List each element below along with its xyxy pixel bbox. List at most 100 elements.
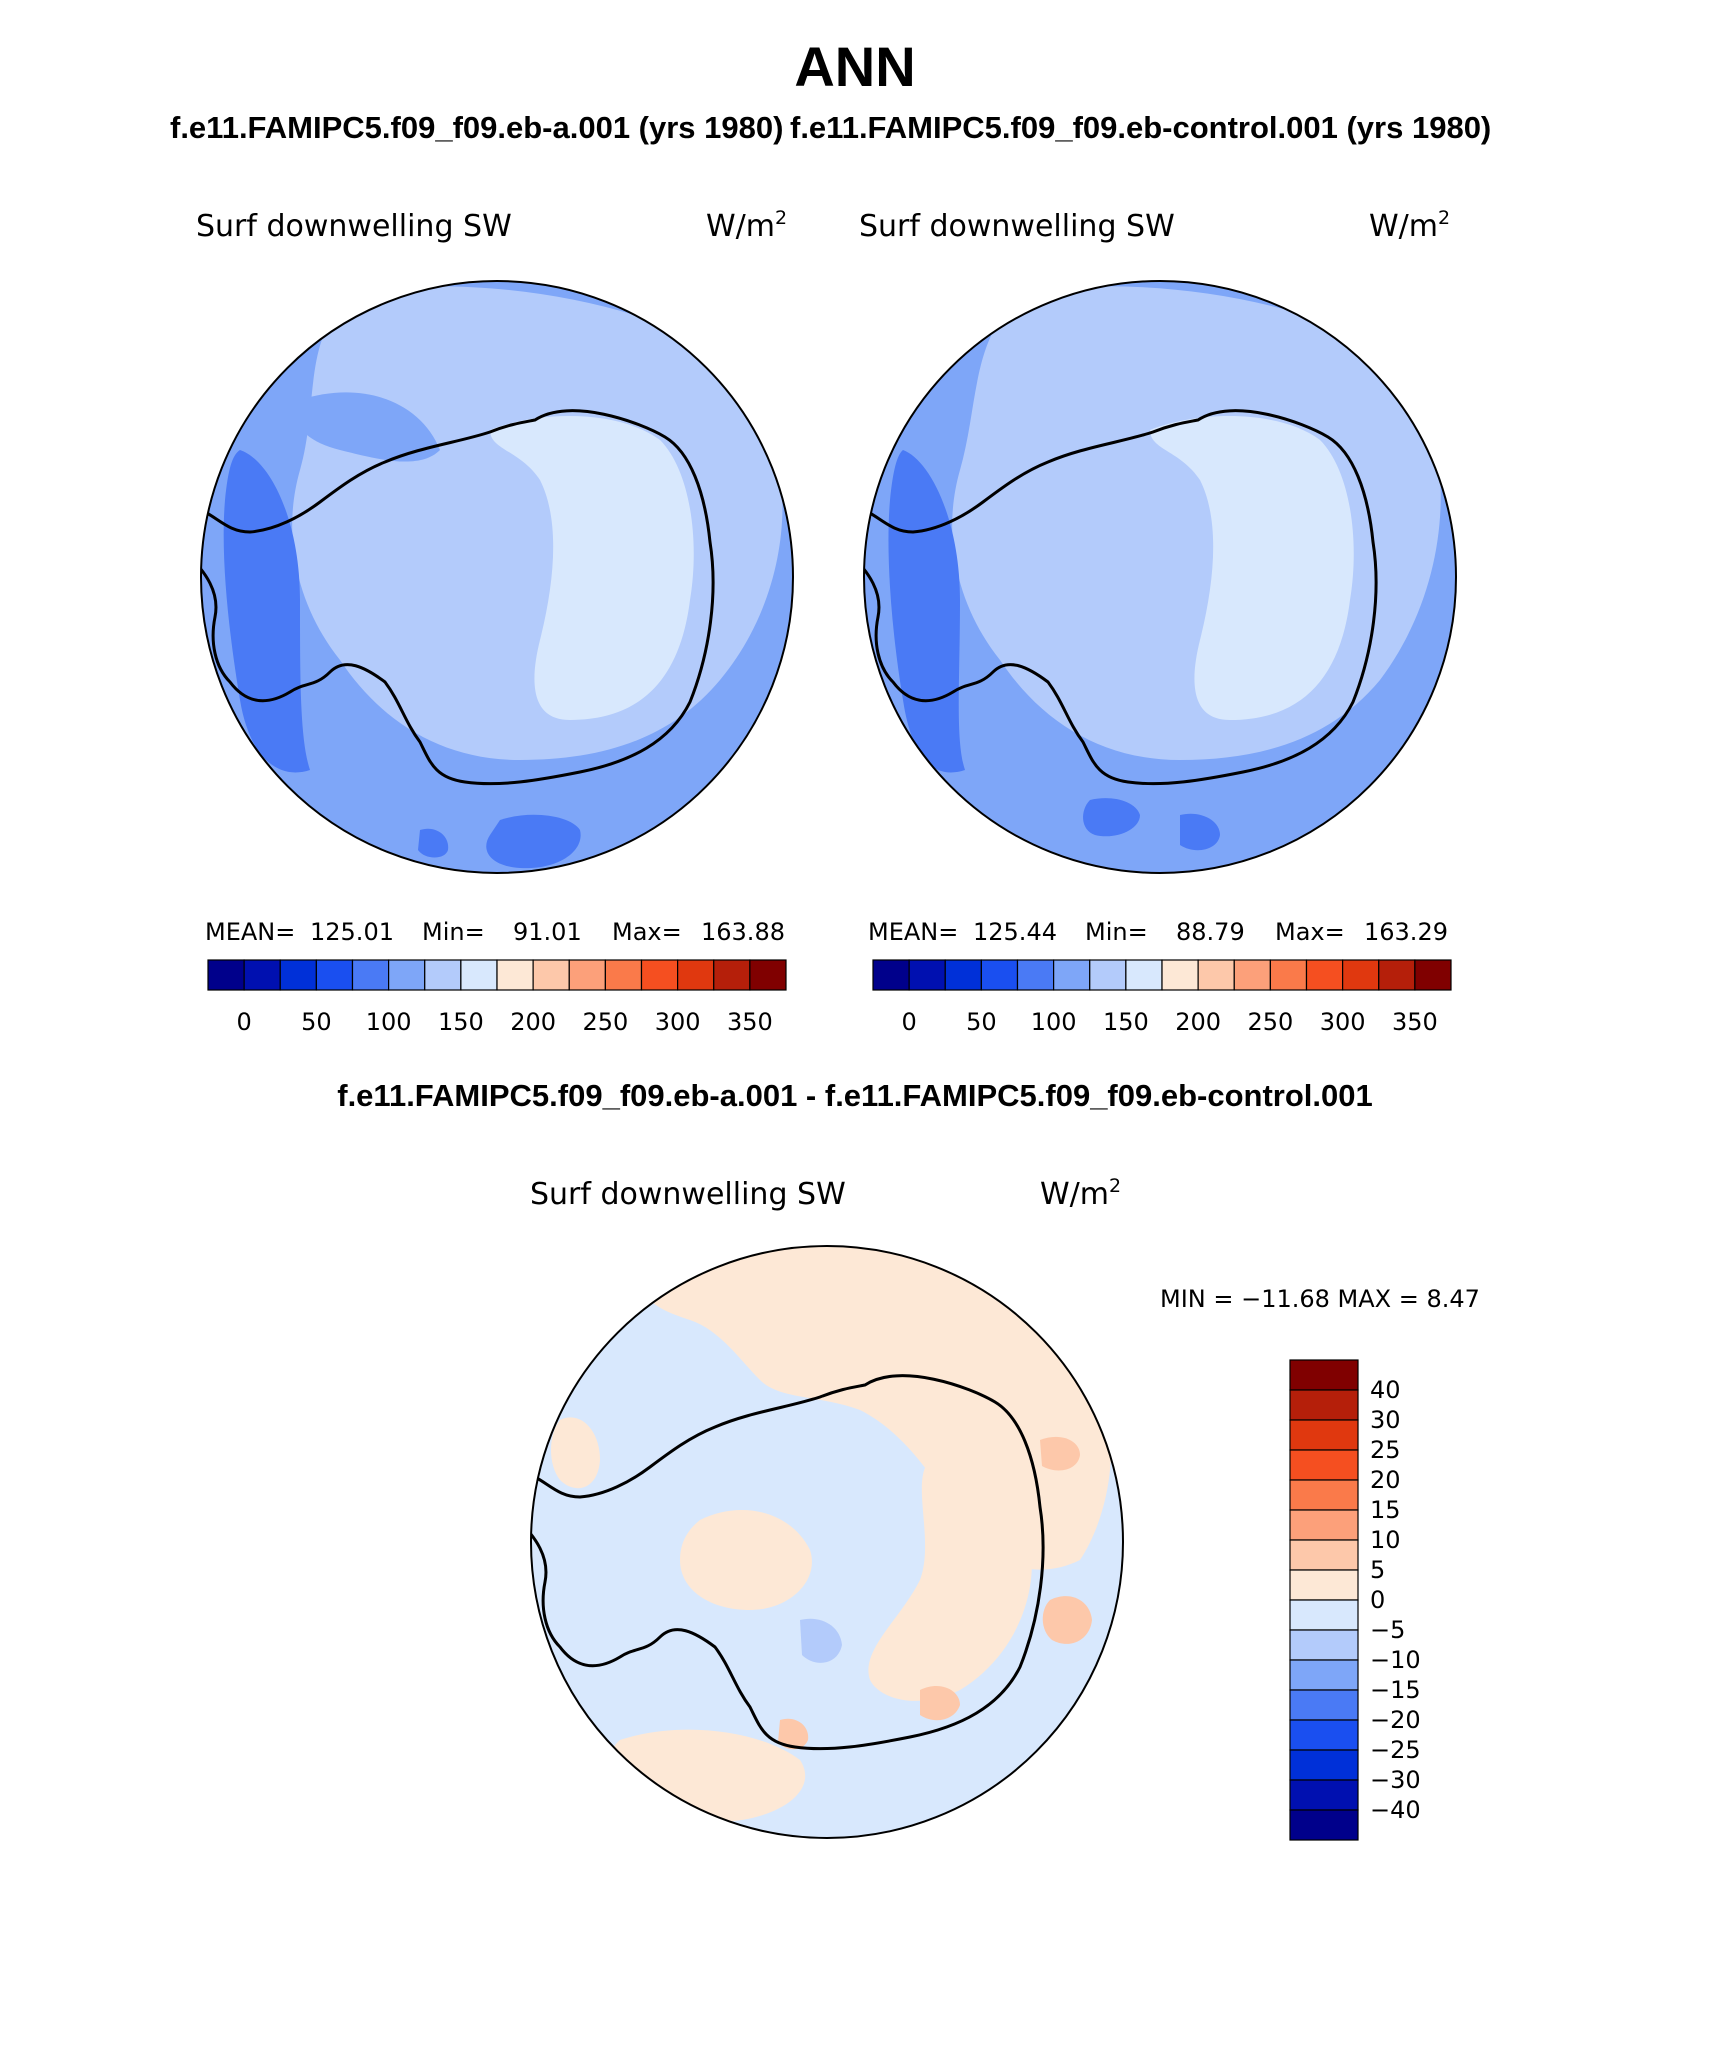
colorbar-difference-tick-label: −5 bbox=[1370, 1616, 1405, 1644]
colorbar-difference-tick-label: 10 bbox=[1370, 1526, 1401, 1554]
colorbar-a-tick-label: 300 bbox=[655, 1008, 701, 1036]
colorbar-b-swatch bbox=[1016, 959, 1055, 991]
colorbar-a-swatch bbox=[640, 959, 679, 991]
sw-field-200-250 bbox=[1150, 416, 1354, 720]
colorbar-b-tick-label: 300 bbox=[1320, 1008, 1366, 1036]
colorbar-a-swatch bbox=[604, 959, 643, 991]
colorbar-difference-tick-label: 25 bbox=[1370, 1436, 1401, 1464]
colorbar-b-swatch bbox=[1378, 959, 1416, 991]
colorbar-b: 0 50 100 150 200 250 300 350 bbox=[872, 959, 1452, 1036]
colorbar-b-swatch bbox=[1053, 959, 1091, 991]
colorbar-a-swatch bbox=[568, 959, 606, 991]
colorbar-difference-tick-label: −25 bbox=[1370, 1736, 1421, 1764]
colorbar-difference-tick-label: −10 bbox=[1370, 1646, 1421, 1674]
colorbar-a: 0 50 100 150 200 250 300 350 bbox=[207, 959, 787, 1036]
colorbar-b-tick-label: 350 bbox=[1392, 1008, 1438, 1036]
colorbar-a-tick-label: 350 bbox=[727, 1008, 773, 1036]
colorbar-difference-tick-label: 40 bbox=[1370, 1376, 1401, 1404]
colorbar-difference-tick-label: 20 bbox=[1370, 1466, 1401, 1494]
sw-field-200-250 bbox=[490, 416, 694, 720]
colorbar-b-tick-label: 100 bbox=[1031, 1008, 1077, 1036]
colorbar-a-swatch bbox=[749, 959, 787, 991]
colorbar-b-swatch bbox=[944, 959, 982, 991]
stats-b: MEAN= 125.44 Min= 88.79 Max= 163.29 bbox=[868, 918, 1448, 946]
colorbar-a-swatch bbox=[532, 959, 570, 991]
colorbar-b-swatch bbox=[1197, 959, 1235, 991]
colorbar-difference-swatch bbox=[1289, 1779, 1359, 1811]
colorbar-b-swatch bbox=[1342, 959, 1380, 991]
case-control-title: f.e11.FAMIPC5.f09_f09.eb-control.001 (yr… bbox=[790, 110, 1492, 145]
colorbar-a-swatch bbox=[460, 959, 498, 991]
colorbar-difference-swatch bbox=[1289, 1749, 1359, 1781]
colorbar-difference-swatch bbox=[1289, 1539, 1359, 1571]
colorbar-difference-swatch bbox=[1289, 1689, 1359, 1721]
colorbar-b-swatch bbox=[1305, 959, 1344, 991]
colorbar-b-swatch bbox=[1269, 959, 1308, 991]
colorbar-difference-tick-label: 15 bbox=[1370, 1496, 1401, 1524]
colorbar-b-swatch bbox=[908, 959, 946, 991]
colorbar-a-tick-label: 50 bbox=[301, 1008, 332, 1036]
colorbar-difference-swatch bbox=[1289, 1359, 1359, 1391]
colorbar-b-swatch bbox=[1125, 959, 1163, 991]
colorbar-difference-swatch bbox=[1289, 1569, 1359, 1601]
svg-text:Min=: Min= bbox=[1085, 918, 1148, 946]
colorbar-difference-tick-label: 30 bbox=[1370, 1406, 1401, 1434]
colorbar-b-swatch bbox=[1414, 959, 1452, 991]
svg-text:Min=: Min= bbox=[422, 918, 485, 946]
colorbar-difference-swatch bbox=[1289, 1389, 1359, 1421]
colorbar-difference-swatch bbox=[1289, 1479, 1359, 1511]
svg-text:MEAN=: MEAN= bbox=[205, 918, 295, 946]
colorbar-a-swatch bbox=[207, 959, 245, 991]
map-panel-difference bbox=[530, 1245, 1124, 1839]
map-boundary-difference bbox=[530, 1245, 1124, 1839]
colorbar-difference-swatch bbox=[1289, 1449, 1359, 1481]
svg-text:Max=: Max= bbox=[612, 918, 682, 946]
colorbar-b-tick-label: 150 bbox=[1103, 1008, 1149, 1036]
colorbar-b-swatch bbox=[980, 959, 1019, 991]
colorbar-a-swatch bbox=[496, 959, 534, 991]
colorbar-difference-tick-label: 5 bbox=[1370, 1556, 1385, 1584]
colorbar-a-swatch bbox=[388, 959, 426, 991]
colorbar-b-tick-label: 200 bbox=[1175, 1008, 1221, 1036]
map-panel-b bbox=[863, 280, 1457, 874]
colorbar-a-tick-label: 250 bbox=[582, 1008, 628, 1036]
colorbar-a-swatch bbox=[243, 959, 281, 991]
svg-text:163.29: 163.29 bbox=[1364, 918, 1448, 946]
colorbar-a-swatch bbox=[677, 959, 715, 991]
variable-label-difference: Surf downwelling SW bbox=[530, 1177, 846, 1212]
svg-text:125.44: 125.44 bbox=[973, 918, 1057, 946]
colorbar-difference-swatch bbox=[1289, 1719, 1359, 1751]
variable-label-b: Surf downwelling SW bbox=[859, 209, 1175, 244]
colorbar-difference-tick-label: 0 bbox=[1370, 1586, 1385, 1614]
units-label-difference: W/m2 bbox=[1040, 1175, 1121, 1212]
colorbar-a-tick-label: 100 bbox=[366, 1008, 412, 1036]
colorbar-difference-tick-label: −30 bbox=[1370, 1766, 1421, 1794]
map-boundary-a bbox=[200, 280, 794, 874]
colorbar-difference-tick-label: −15 bbox=[1370, 1676, 1421, 1704]
colorbar-a-tick-label: 0 bbox=[236, 1008, 251, 1036]
svg-text:91.01: 91.01 bbox=[513, 918, 582, 946]
svg-text:163.88: 163.88 bbox=[701, 918, 785, 946]
colorbar-a-swatch bbox=[713, 959, 751, 991]
colorbar-difference-swatch bbox=[1289, 1599, 1359, 1631]
colorbar-difference-swatch bbox=[1289, 1809, 1359, 1841]
difference-title: f.e11.FAMIPC5.f09_f09.eb-a.001 - f.e11.F… bbox=[337, 1078, 1373, 1113]
colorbar-a-tick-label: 150 bbox=[438, 1008, 484, 1036]
colorbar-b-tick-label: 0 bbox=[901, 1008, 916, 1036]
stats-a: MEAN= 125.01 Min= 91.01 Max= 163.88 bbox=[205, 918, 785, 946]
colorbar-difference-swatch bbox=[1289, 1509, 1359, 1541]
colorbar-difference-tick-label: −20 bbox=[1370, 1706, 1421, 1734]
svg-text:Max=: Max= bbox=[1275, 918, 1345, 946]
colorbar-b-swatch bbox=[1233, 959, 1271, 991]
svg-text:125.01: 125.01 bbox=[310, 918, 394, 946]
case-a-title: f.e11.FAMIPC5.f09_f09.eb-a.001 (yrs 1980… bbox=[170, 110, 784, 145]
svg-text:88.79: 88.79 bbox=[1176, 918, 1245, 946]
colorbar-difference-tick-label: −40 bbox=[1370, 1796, 1421, 1824]
diff-field-minus10-minus5 bbox=[800, 1618, 842, 1663]
colorbar-b-swatch bbox=[872, 959, 910, 991]
map-boundary-b bbox=[863, 280, 1457, 874]
colorbar-b-swatch bbox=[1161, 959, 1199, 991]
colorbar-a-swatch bbox=[315, 959, 354, 991]
